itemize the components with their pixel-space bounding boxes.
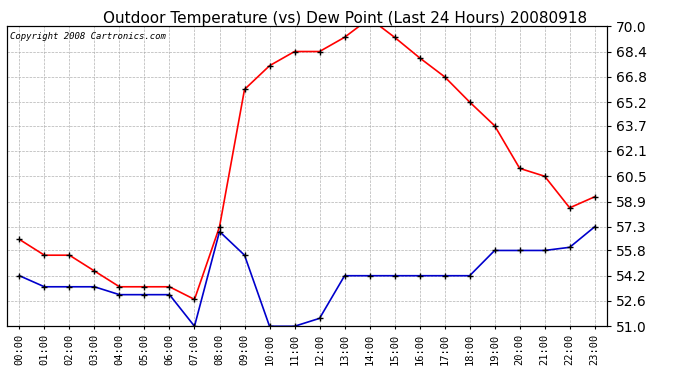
Text: Copyright 2008 Cartronics.com: Copyright 2008 Cartronics.com bbox=[10, 32, 166, 41]
Text: Outdoor Temperature (vs) Dew Point (Last 24 Hours) 20080918: Outdoor Temperature (vs) Dew Point (Last… bbox=[103, 11, 587, 26]
